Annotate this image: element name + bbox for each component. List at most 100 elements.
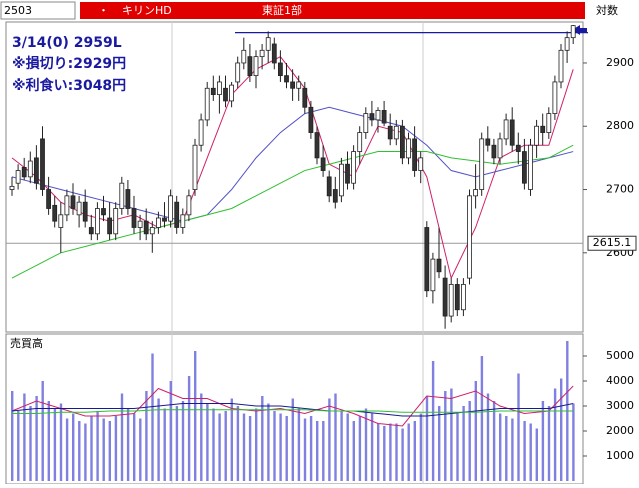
volume-bar bbox=[407, 423, 410, 481]
volume-bar bbox=[480, 356, 484, 481]
volume-bar bbox=[535, 428, 538, 481]
volume-bar bbox=[84, 423, 87, 481]
volume-bar bbox=[133, 413, 136, 481]
volume-bar bbox=[395, 423, 398, 481]
volume-bar bbox=[29, 406, 32, 481]
candle-body bbox=[88, 227, 94, 235]
candle-body bbox=[351, 151, 357, 184]
volume-bar bbox=[438, 406, 441, 481]
volume-bar bbox=[383, 426, 386, 481]
candle-body bbox=[528, 144, 533, 190]
volume-bar bbox=[431, 361, 435, 481]
volume-bar bbox=[358, 416, 362, 481]
candle-body bbox=[40, 138, 45, 190]
candle-body bbox=[332, 189, 338, 203]
y-tick-label: 2800 bbox=[606, 119, 634, 132]
candle-body bbox=[460, 284, 466, 311]
volume-bar bbox=[486, 393, 490, 481]
volume-bar bbox=[194, 351, 197, 481]
candle-body bbox=[70, 195, 76, 209]
candle-body bbox=[485, 138, 491, 146]
candle-body bbox=[570, 25, 576, 39]
code-box bbox=[0, 1, 76, 20]
candle-body bbox=[34, 157, 39, 184]
annotation: ※損切り:2929円 bbox=[12, 55, 126, 72]
price-panel bbox=[5, 21, 584, 333]
volume-bar bbox=[145, 391, 148, 481]
volume-bar bbox=[450, 388, 453, 481]
candle-body bbox=[473, 189, 479, 197]
volume-bar bbox=[108, 421, 111, 481]
candle-body bbox=[564, 37, 570, 51]
volume-bar bbox=[157, 398, 160, 481]
y-tick-label: 2700 bbox=[606, 183, 634, 196]
volume-bar bbox=[78, 421, 81, 481]
volume-bar bbox=[17, 411, 20, 481]
volume-bar bbox=[267, 403, 270, 481]
volume-bar bbox=[218, 413, 221, 481]
candle-body bbox=[143, 220, 149, 235]
candle-body bbox=[338, 163, 344, 197]
candle-body bbox=[509, 119, 515, 146]
volume-bar bbox=[322, 421, 325, 481]
volume-bar bbox=[474, 381, 477, 481]
volume-bar bbox=[468, 401, 471, 481]
stock-name: キリンHD bbox=[122, 4, 172, 17]
volume-bar bbox=[462, 406, 465, 481]
annotation: 3/14(0) 2959L bbox=[12, 35, 122, 51]
volume-bar bbox=[346, 413, 349, 481]
candle-body bbox=[149, 227, 155, 235]
volume-bar bbox=[517, 373, 520, 481]
volume-bar bbox=[425, 396, 429, 481]
candle-body bbox=[119, 182, 125, 209]
volume-bar bbox=[206, 403, 209, 481]
volume-bar bbox=[316, 421, 319, 481]
candle-body bbox=[259, 49, 265, 58]
candle-body bbox=[497, 138, 503, 159]
candle-body bbox=[479, 138, 485, 190]
volume-bar bbox=[126, 408, 130, 481]
candle-body bbox=[399, 125, 405, 159]
candle-body bbox=[216, 81, 222, 96]
volume-bar bbox=[523, 421, 526, 481]
candle-body bbox=[113, 208, 119, 235]
volume-bar bbox=[389, 423, 392, 481]
candle-body bbox=[284, 75, 289, 83]
candle-body bbox=[418, 157, 424, 171]
candle-body bbox=[467, 195, 472, 279]
volume-bar bbox=[303, 418, 307, 481]
volume-tick-label: 4000 bbox=[606, 374, 634, 387]
candle-body bbox=[491, 144, 497, 159]
candle-body bbox=[21, 166, 27, 178]
candle-body bbox=[503, 119, 509, 140]
volume-bar bbox=[175, 406, 179, 481]
candle-body bbox=[534, 125, 539, 146]
candle-body bbox=[180, 214, 186, 228]
candle-body bbox=[76, 201, 82, 216]
volume-bar bbox=[114, 416, 118, 481]
volume-bar bbox=[200, 393, 203, 481]
volume-label: 売買高 bbox=[10, 336, 43, 350]
scale-mode[interactable]: 対数 bbox=[596, 3, 618, 17]
volume-bar bbox=[370, 413, 374, 481]
volume-bar bbox=[151, 353, 154, 481]
volume-bar bbox=[279, 413, 282, 481]
volume-bar bbox=[72, 413, 75, 481]
candle-body bbox=[430, 258, 436, 292]
volume-bar bbox=[163, 408, 166, 481]
volume-bar bbox=[492, 401, 496, 481]
candle-body bbox=[131, 208, 137, 228]
title-bar bbox=[80, 2, 585, 19]
candle-body bbox=[265, 37, 271, 51]
volume-bar bbox=[401, 428, 404, 481]
candle-body bbox=[375, 110, 381, 121]
candle-body bbox=[107, 217, 112, 235]
reference-label-box bbox=[587, 235, 637, 251]
volume-bar bbox=[511, 418, 514, 481]
candle-body bbox=[436, 258, 442, 273]
candle-body bbox=[174, 201, 180, 228]
volume-bar bbox=[242, 413, 246, 481]
candle-body bbox=[64, 195, 70, 216]
candle-body bbox=[522, 151, 527, 184]
